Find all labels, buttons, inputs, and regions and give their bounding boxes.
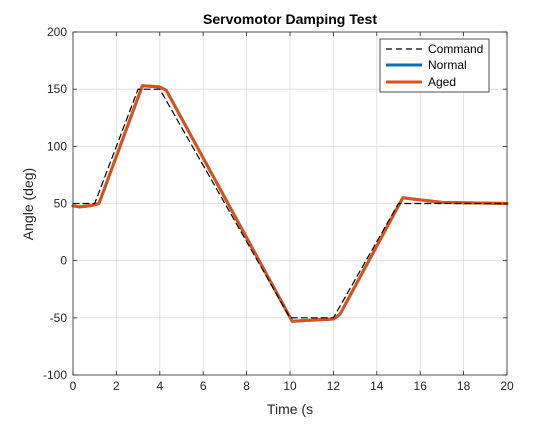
x-axis-label: Time (s [267,401,313,417]
x-tick-label: 20 [500,379,514,393]
x-tick-label: 8 [243,379,250,393]
chart-title: Servomotor Damping Test [203,11,377,27]
x-tick-label: 16 [414,379,428,393]
x-tick-label: 10 [283,379,297,393]
series-line-command [72,88,508,319]
x-tick-label: 18 [457,379,471,393]
y-tick-label: 100 [47,139,67,153]
series-line-aged [71,84,509,323]
y-tick-label: -100 [43,368,67,382]
y-axis-label: Angle (deg) [20,168,36,240]
x-tick-label: 6 [200,379,207,393]
y-tick-label: -50 [50,311,68,325]
x-tick-label: 2 [113,379,120,393]
legend-label-normal: Normal [428,58,467,72]
y-tick-label: 200 [47,25,67,39]
legend-label-command: Command [428,42,483,56]
y-tick-label: 50 [54,197,68,211]
y-axis-ticks: -100 -50 0 50 100 150 200 [43,25,507,382]
legend: Command Normal Aged [379,38,490,93]
x-tick-label: 12 [327,379,341,393]
legend-label-aged: Aged [428,75,456,89]
y-tick-label: 0 [60,254,67,268]
y-tick-label: 150 [47,82,67,96]
x-tick-label: 0 [70,379,77,393]
series-group [71,84,509,323]
x-tick-label: 14 [370,379,384,393]
x-tick-label: 4 [156,379,163,393]
x-axis-ticks: 0 2 4 6 8 10 12 14 16 18 20 [70,32,514,393]
